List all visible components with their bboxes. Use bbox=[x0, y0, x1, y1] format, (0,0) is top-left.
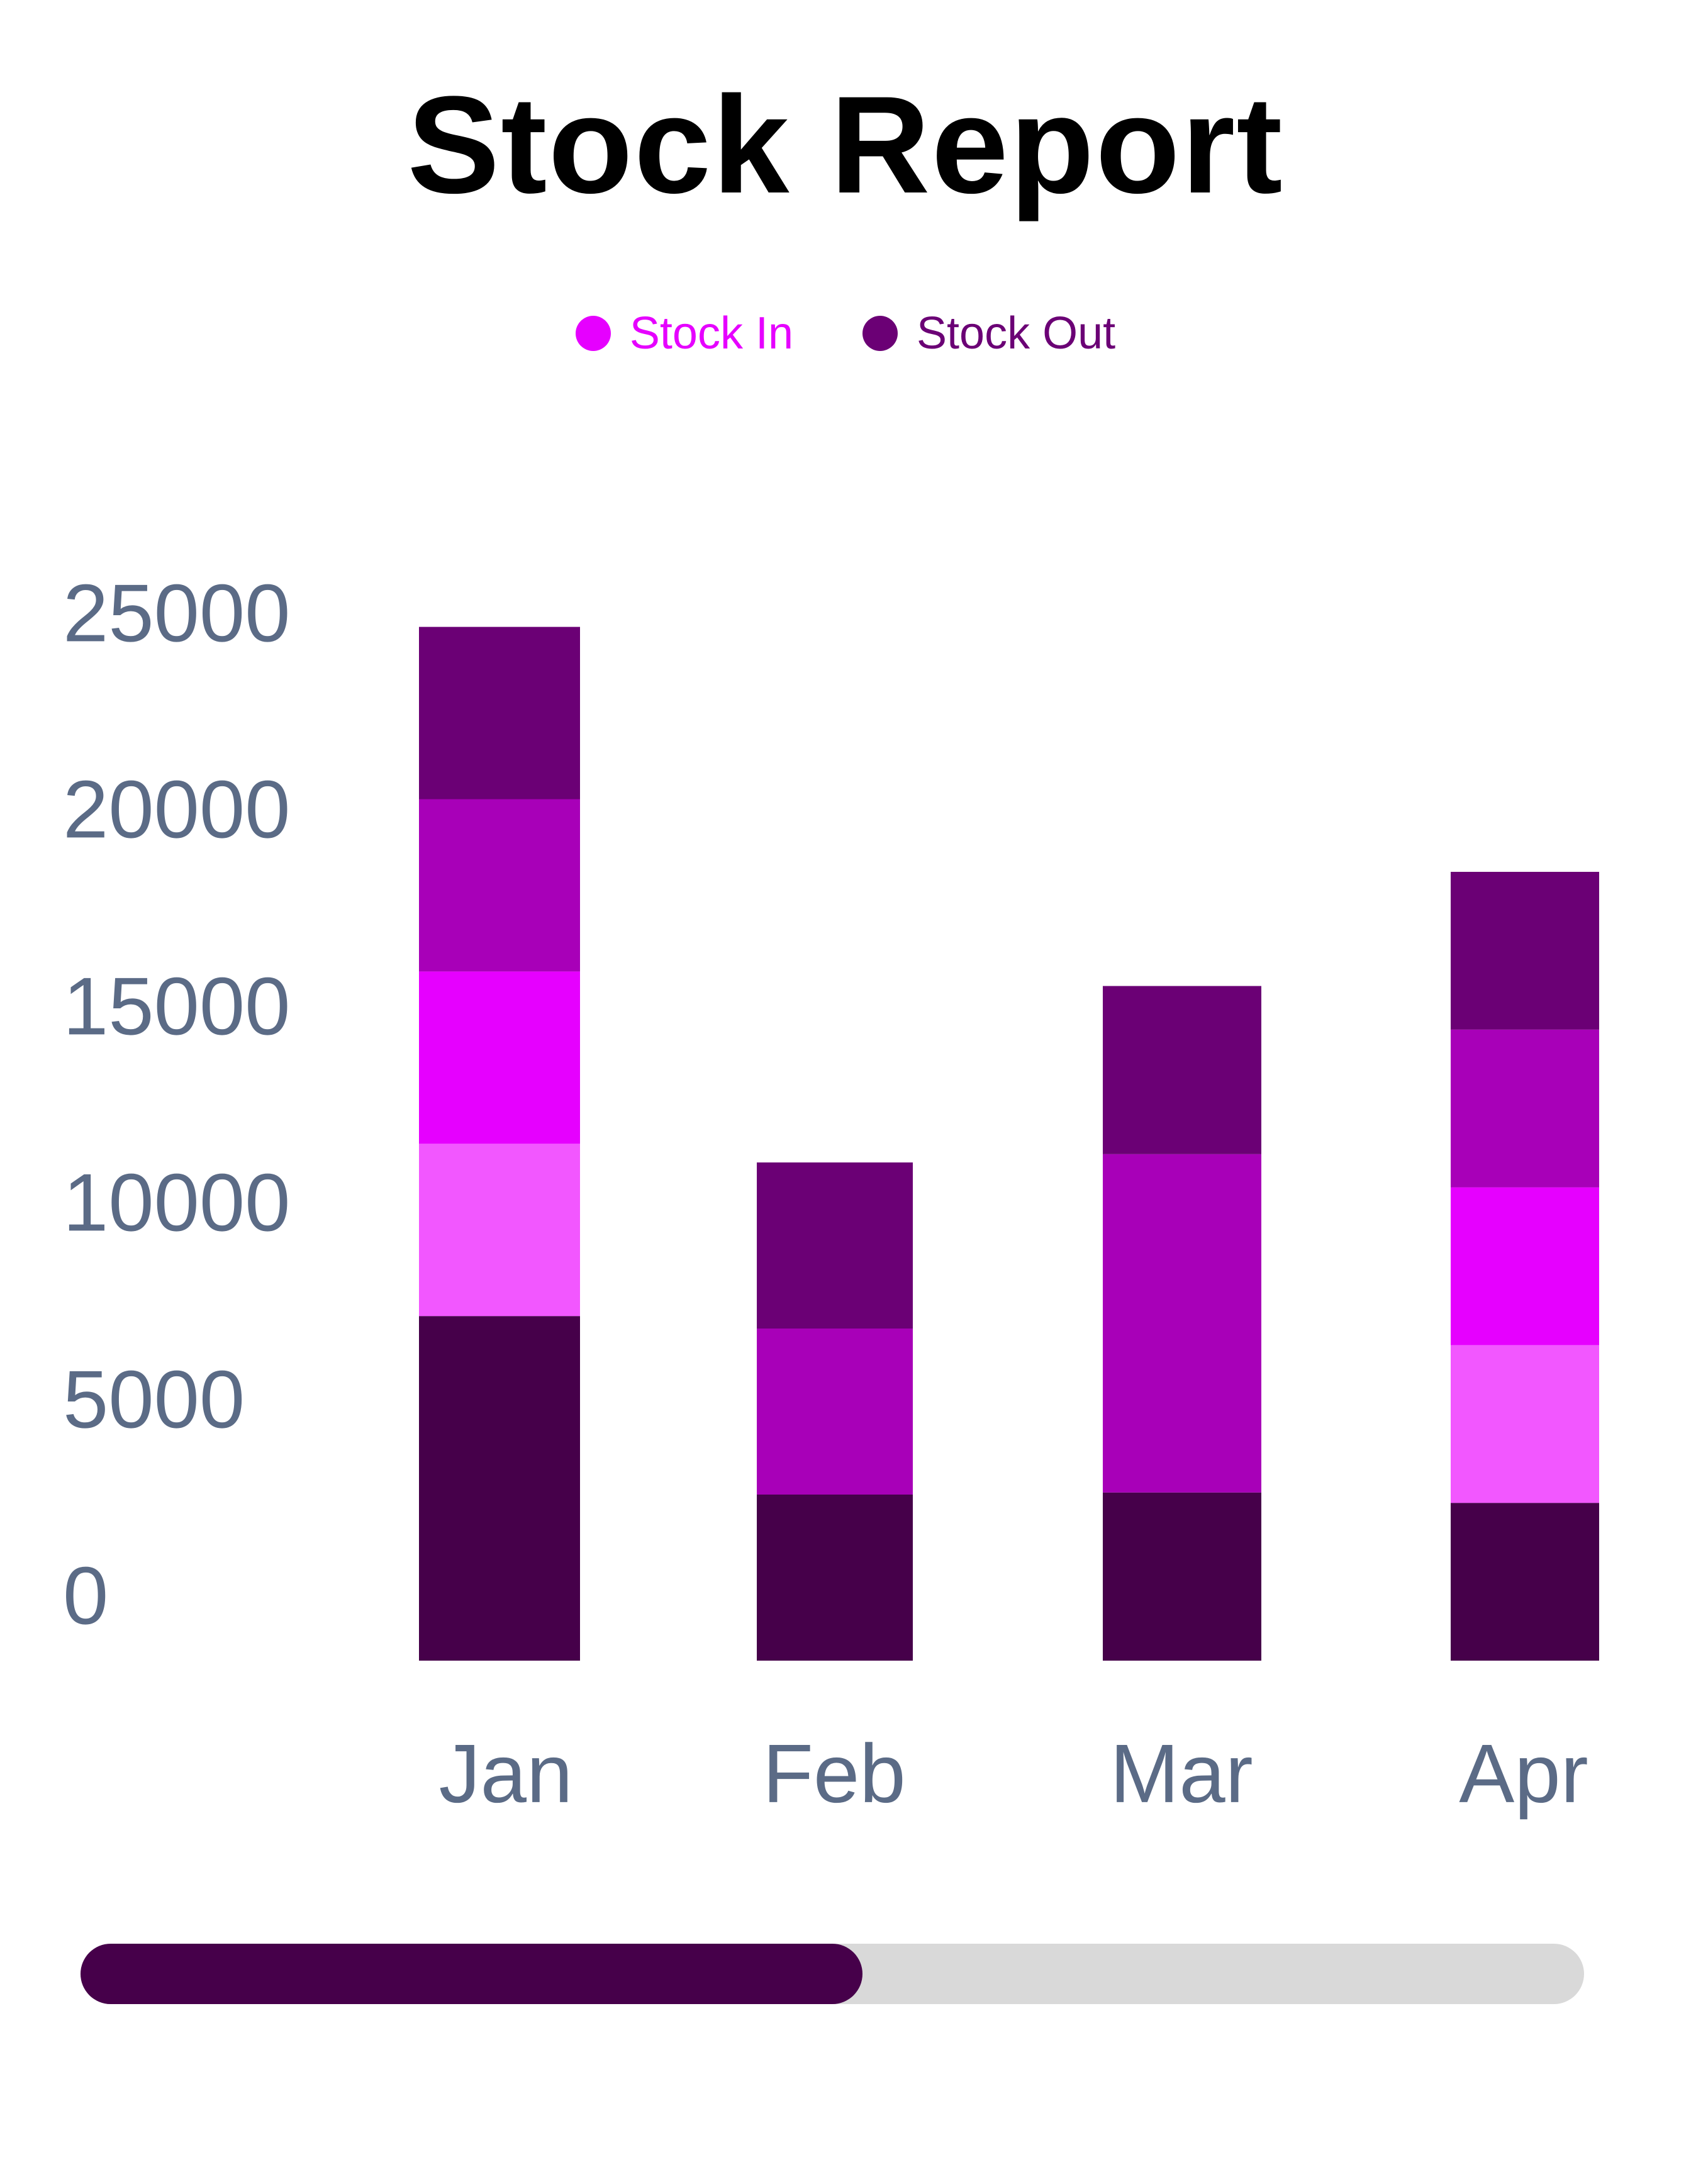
bar-segment-apr-3[interactable] bbox=[1451, 1029, 1599, 1188]
x-tick-label: Mar bbox=[1110, 1727, 1253, 1820]
y-tick-label: 25000 bbox=[63, 567, 291, 659]
y-tick-label: 0 bbox=[63, 1549, 108, 1641]
bar-segment-apr-0[interactable] bbox=[1451, 1503, 1599, 1661]
horizontal-scrollbar[interactable] bbox=[81, 1944, 1584, 2004]
stacked-bar-chart: 25000 20000 15000 10000 5000 0 Jan Feb Mar Apr bbox=[63, 567, 1599, 1820]
bar-segment-jan-2[interactable] bbox=[419, 971, 580, 1144]
y-tick-label: 10000 bbox=[63, 1156, 291, 1248]
legend-item-stock-out[interactable]: Stock Out bbox=[862, 307, 1115, 360]
bar-segment-jan-1[interactable] bbox=[419, 1144, 580, 1317]
bar-segment-apr-2[interactable] bbox=[1451, 1187, 1599, 1346]
x-tick-label: Apr bbox=[1459, 1727, 1588, 1820]
bar-segment-jan-4[interactable] bbox=[419, 627, 580, 800]
scrollbar-thumb[interactable] bbox=[81, 1944, 862, 2004]
y-tick-label: 5000 bbox=[63, 1353, 245, 1445]
legend: Stock In Stock Out bbox=[0, 307, 1691, 360]
x-tick-label: Feb bbox=[762, 1727, 905, 1820]
y-tick-label: 20000 bbox=[63, 763, 291, 855]
bar-segment-mar-1[interactable] bbox=[1103, 1154, 1261, 1493]
bar-segment-jan-3[interactable] bbox=[419, 799, 580, 972]
bar-segment-mar-2[interactable] bbox=[1103, 986, 1261, 1154]
bar-segment-feb-0[interactable] bbox=[757, 1495, 913, 1661]
legend-dot-stock-out bbox=[862, 316, 898, 351]
legend-label-stock-out: Stock Out bbox=[917, 308, 1116, 359]
bar-segment-feb-2[interactable] bbox=[757, 1162, 913, 1329]
y-tick-label: 15000 bbox=[63, 960, 291, 1052]
legend-dot-stock-in bbox=[575, 316, 611, 351]
bar-segment-apr-4[interactable] bbox=[1451, 872, 1599, 1030]
bar-segment-feb-1[interactable] bbox=[757, 1329, 913, 1495]
bar-segment-jan-0[interactable] bbox=[419, 1316, 580, 1661]
bar-segment-mar-0[interactable] bbox=[1103, 1492, 1261, 1661]
x-tick-label: Jan bbox=[439, 1727, 573, 1820]
chart-title: Stock Report bbox=[407, 67, 1284, 222]
legend-item-stock-in[interactable]: Stock In bbox=[575, 307, 793, 360]
legend-label-stock-in: Stock In bbox=[629, 308, 793, 359]
bar-segment-apr-1[interactable] bbox=[1451, 1345, 1599, 1503]
